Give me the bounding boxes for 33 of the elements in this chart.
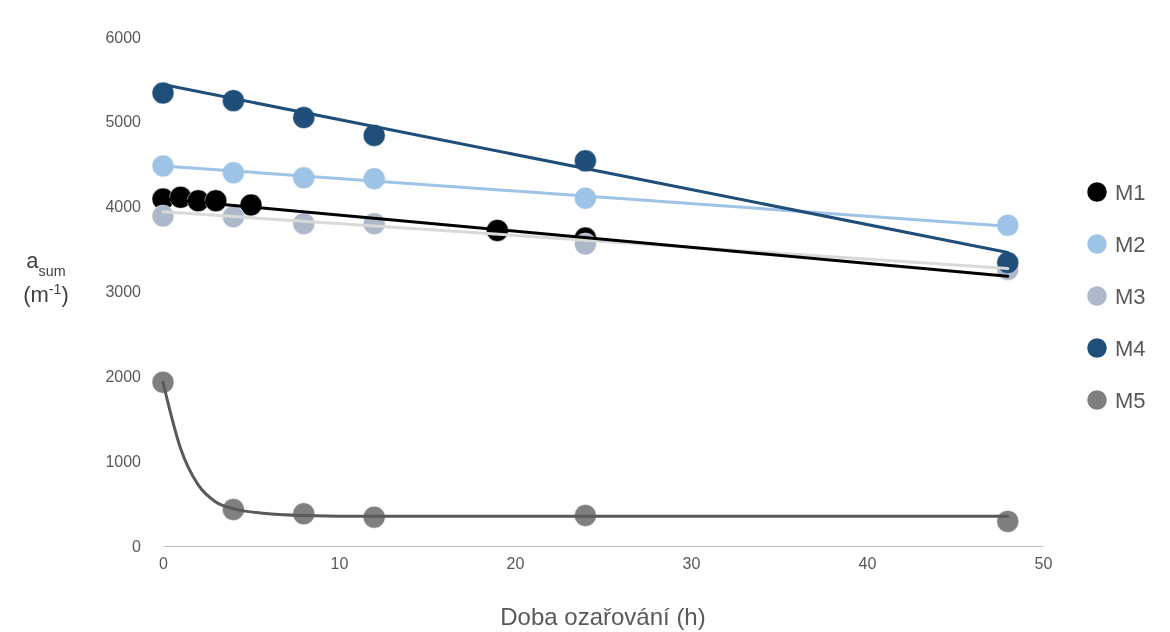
legend-label: M1 — [1115, 180, 1146, 205]
y-tick-label: 0 — [132, 537, 142, 555]
point — [151, 204, 175, 228]
point — [574, 149, 597, 173]
point — [151, 371, 175, 394]
y-tick-label: 4000 — [105, 198, 142, 216]
x-tick-label: 10 — [330, 555, 349, 573]
x-tick-label: 50 — [1034, 555, 1053, 573]
x-axis-title: Doba ozařování (h) — [500, 603, 706, 630]
legend-label: M5 — [1115, 388, 1146, 413]
y-axis-title: a$_{sum}$ (m$^{-1}$) — [23, 248, 69, 307]
y-tick-label: 5000 — [105, 113, 142, 131]
x-tick-label: 0 — [159, 555, 169, 573]
x-tick-label: 40 — [858, 555, 877, 573]
legend-label: M3 — [1115, 284, 1146, 309]
y-tick-label: 2000 — [105, 367, 142, 385]
y-tick-label: 3000 — [105, 283, 142, 301]
y-tick-label: 6000 — [105, 28, 142, 46]
point — [151, 154, 175, 178]
point — [292, 106, 316, 129]
point — [996, 510, 1020, 533]
point — [222, 161, 245, 184]
legend-label: M2 — [1115, 232, 1146, 257]
legend-label: M4 — [1115, 336, 1146, 361]
point — [151, 81, 175, 105]
point — [996, 251, 1020, 274]
point — [362, 124, 386, 147]
point — [222, 89, 245, 112]
y-tick-label: 1000 — [105, 452, 142, 470]
x-tick-label: 30 — [682, 555, 701, 573]
x-tick-label: 20 — [506, 555, 525, 573]
point — [292, 166, 316, 190]
point — [996, 214, 1020, 237]
